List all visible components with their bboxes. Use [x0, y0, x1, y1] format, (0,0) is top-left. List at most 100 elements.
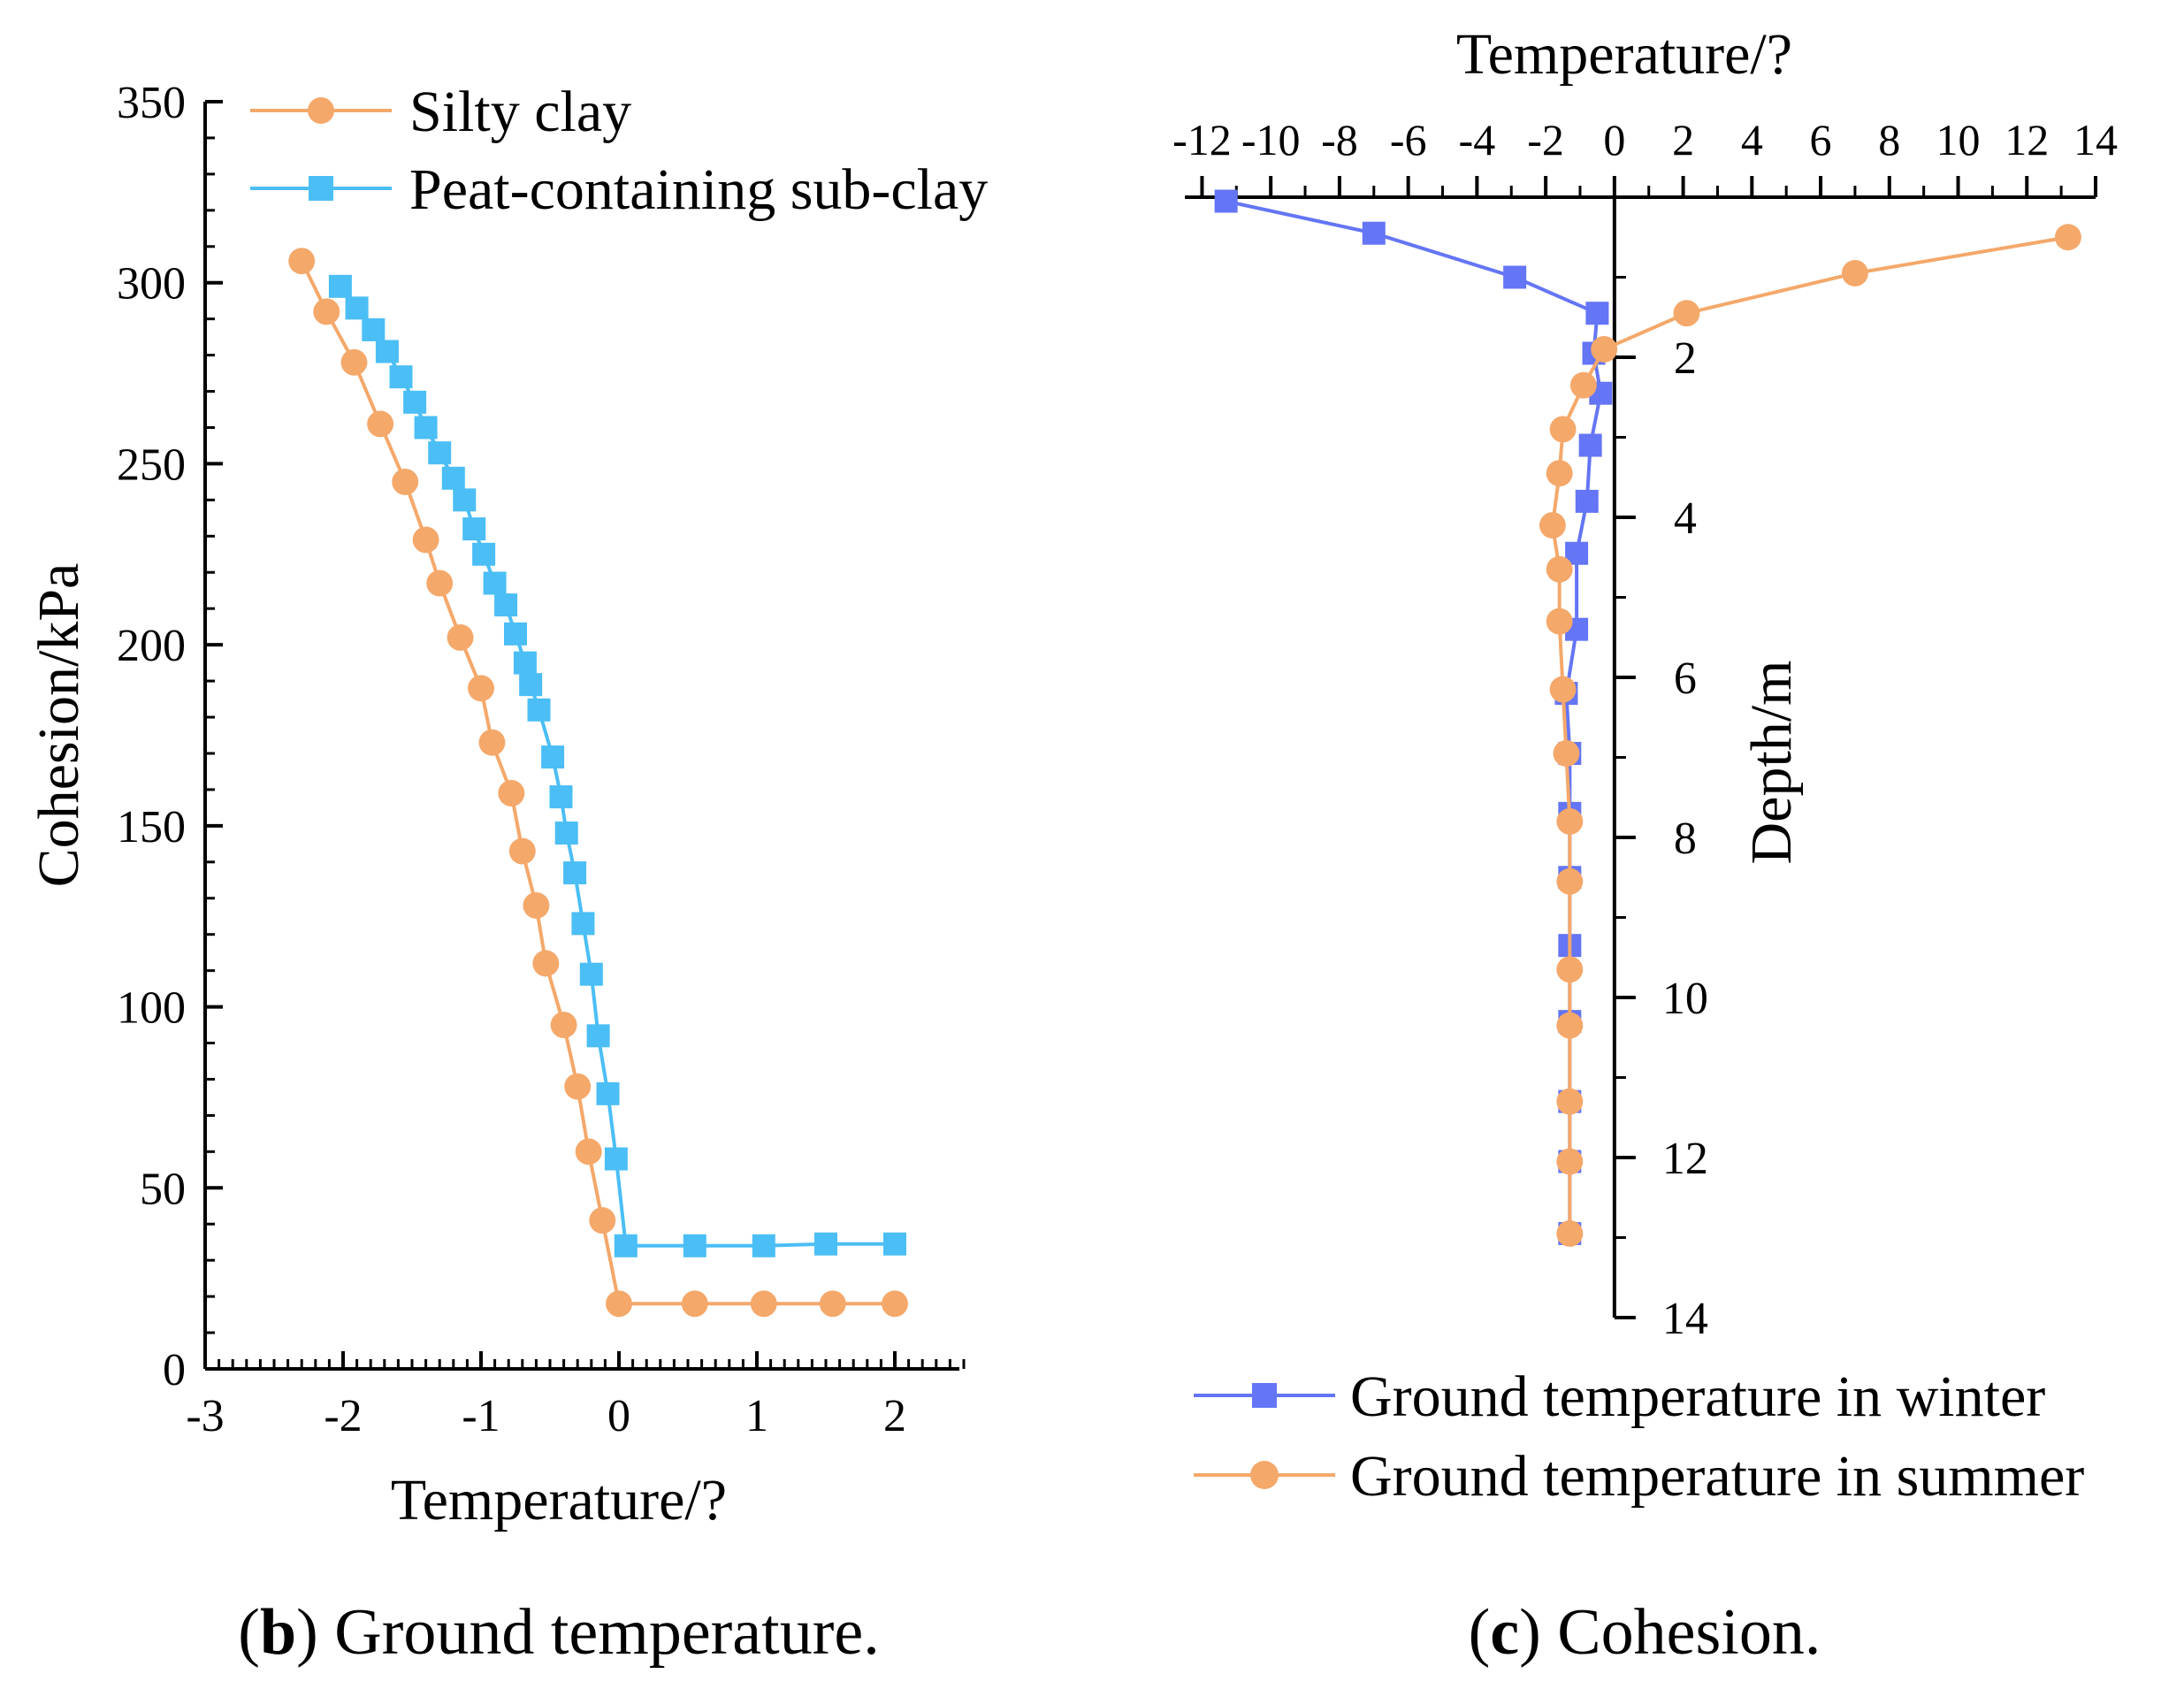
- data-point-peat-containing-sub-clay: [586, 1024, 610, 1048]
- data-point-peat-containing-sub-clay: [453, 488, 477, 512]
- data-point-silty-clay: [532, 950, 560, 977]
- data-point-silty-clay: [288, 248, 316, 275]
- panel-c-y-axis-label: Depth/m: [1739, 661, 1804, 865]
- data-point-silty-clay: [550, 1012, 577, 1038]
- data-point-ground-temperature-in-winter: [1585, 302, 1609, 325]
- data-point-peat-containing-sub-clay: [441, 466, 465, 490]
- data-point-peat-containing-sub-clay: [814, 1232, 837, 1256]
- data-point-peat-containing-sub-clay: [462, 517, 486, 541]
- data-point-ground-temperature-in-summer: [1556, 956, 1584, 983]
- panel-b-ticks: -3 -2 -1 0 1 2 0 50 100 150 200 250 300 350: [117, 78, 966, 1441]
- panel-c-y-tick-label: 6: [1674, 653, 1697, 704]
- data-point-peat-containing-sub-clay: [579, 962, 603, 986]
- data-point-ground-temperature-in-summer: [2054, 224, 2081, 251]
- panel-c-x-tick-label: -12: [1172, 115, 1232, 164]
- panel-c-axes: [1185, 195, 2096, 1318]
- data-point-ground-temperature-in-summer: [1539, 512, 1566, 539]
- panel-b-y-tick-label: 50: [140, 1164, 186, 1214]
- data-point-ground-temperature-in-summer: [1591, 336, 1618, 363]
- panel-b-x-tick-label: 1: [745, 1391, 768, 1441]
- data-point-ground-temperature-in-summer: [1546, 555, 1573, 583]
- panel-b-y-tick-label: 300: [117, 259, 186, 310]
- panel-c-x-tick-label: 12: [2005, 115, 2049, 164]
- panel-c-x-tick-label: -10: [1241, 115, 1301, 164]
- legend-label-winter: Ground temperature in winter: [1350, 1364, 2045, 1429]
- legend-marker-summer: [1250, 1461, 1279, 1489]
- data-point-peat-containing-sub-clay: [571, 912, 595, 936]
- data-point-peat-containing-sub-clay: [428, 441, 452, 465]
- data-point-silty-clay: [564, 1073, 592, 1100]
- data-point-ground-temperature-in-summer: [1556, 1148, 1584, 1175]
- data-point-ground-temperature-in-summer: [1556, 867, 1584, 895]
- data-point-peat-containing-sub-clay: [345, 296, 369, 320]
- data-point-ground-temperature-in-winter: [1362, 221, 1386, 245]
- data-point-silty-clay: [606, 1290, 632, 1318]
- data-point-peat-containing-sub-clay: [596, 1081, 620, 1105]
- data-point-silty-clay: [468, 675, 494, 702]
- panel-c-y-tick-label: 4: [1674, 493, 1697, 544]
- legend-marker-peat-sub-clay: [309, 176, 333, 201]
- legend-label-summer: Ground temperature in summer: [1350, 1444, 2084, 1509]
- data-point-peat-containing-sub-clay: [328, 274, 352, 298]
- data-point-ground-temperature-in-summer: [1569, 371, 1597, 399]
- panel-c-x-tick-label: -8: [1321, 115, 1358, 164]
- panel-c-caption-text: Cohesion.: [1557, 1596, 1821, 1669]
- panel-c-y-tick-label: 2: [1674, 333, 1697, 384]
- data-point-peat-containing-sub-clay: [483, 571, 507, 595]
- panel-c-x-tick-label: -4: [1459, 115, 1496, 164]
- data-point-ground-temperature-in-winter: [1575, 489, 1599, 513]
- data-point-peat-containing-sub-clay: [752, 1234, 775, 1257]
- data-point-silty-clay: [882, 1290, 908, 1318]
- data-point-silty-clay: [523, 891, 550, 919]
- panel-c-x-tick-label: -6: [1390, 115, 1427, 164]
- data-point-ground-temperature-in-winter: [1214, 189, 1238, 213]
- data-point-ground-temperature-in-winter: [1503, 265, 1527, 289]
- panel-b-y-tick-label: 200: [117, 621, 186, 671]
- data-point-peat-containing-sub-clay: [472, 542, 496, 566]
- panel-b-caption-text: Ground temperature.: [334, 1596, 879, 1669]
- data-point-peat-containing-sub-clay: [549, 785, 573, 809]
- panel-b-x-tick-label: -3: [186, 1391, 224, 1441]
- data-point-ground-temperature-in-summer: [1556, 1088, 1584, 1115]
- panel-c-caption-letter: c: [1490, 1596, 1519, 1669]
- data-point-peat-containing-sub-clay: [504, 622, 527, 646]
- panel-b-y-tick-label: 350: [117, 78, 186, 128]
- data-point-peat-containing-sub-clay: [403, 390, 427, 414]
- panel-c-caption: (c) Cohesion.: [1469, 1596, 1821, 1669]
- data-point-silty-clay: [589, 1207, 616, 1234]
- data-point-ground-temperature-in-summer: [1549, 676, 1577, 703]
- data-point-peat-containing-sub-clay: [541, 745, 565, 769]
- panel-b-y-tick-label: 250: [117, 439, 186, 490]
- data-point-ground-temperature-in-summer: [1553, 740, 1580, 767]
- data-point-silty-clay: [498, 780, 525, 806]
- data-point-ground-temperature-in-summer: [1673, 300, 1700, 327]
- panel-b-y-axis-label: Cohesion/kPa: [27, 563, 91, 888]
- panel-b-legend: Silty clay Peat-containing sub-clay: [250, 80, 988, 222]
- data-point-peat-containing-sub-clay: [614, 1234, 638, 1257]
- panel-c-x-tick-label: 2: [1672, 115, 1694, 164]
- panel-c-x-tick-label: 4: [1741, 115, 1763, 164]
- panel-c-y-tick-label: 12: [1662, 1134, 1708, 1184]
- data-point-silty-clay: [447, 624, 474, 651]
- panel-b-caption: (b) Ground temperature.: [238, 1596, 879, 1669]
- panel-b-series: [288, 248, 908, 1318]
- data-point-ground-temperature-in-summer: [1546, 608, 1573, 635]
- panel-c-x-tick-label: 8: [1878, 115, 1900, 164]
- data-point-ground-temperature-in-summer: [1556, 1220, 1584, 1247]
- panel-b-x-tick-label: 0: [607, 1391, 630, 1441]
- data-point-peat-containing-sub-clay: [414, 416, 438, 439]
- data-point-ground-temperature-in-summer: [1549, 416, 1577, 443]
- panel-b-x-tick-label: -1: [462, 1391, 500, 1441]
- data-point-peat-containing-sub-clay: [883, 1232, 906, 1256]
- panel-b-axes: [203, 102, 959, 1371]
- panel-c-x-tick-label: 0: [1603, 115, 1625, 164]
- data-point-ground-temperature-in-summer: [1556, 1012, 1584, 1039]
- data-point-silty-clay: [508, 837, 536, 865]
- data-point-peat-containing-sub-clay: [362, 317, 386, 341]
- legend-marker-winter: [1252, 1383, 1277, 1408]
- data-point-ground-temperature-in-winter: [1578, 433, 1602, 457]
- data-point-ground-temperature-in-summer: [1556, 807, 1584, 835]
- data-point-silty-clay: [313, 298, 340, 325]
- data-point-ground-temperature-in-summer: [1546, 460, 1573, 487]
- data-point-silty-clay: [750, 1290, 777, 1318]
